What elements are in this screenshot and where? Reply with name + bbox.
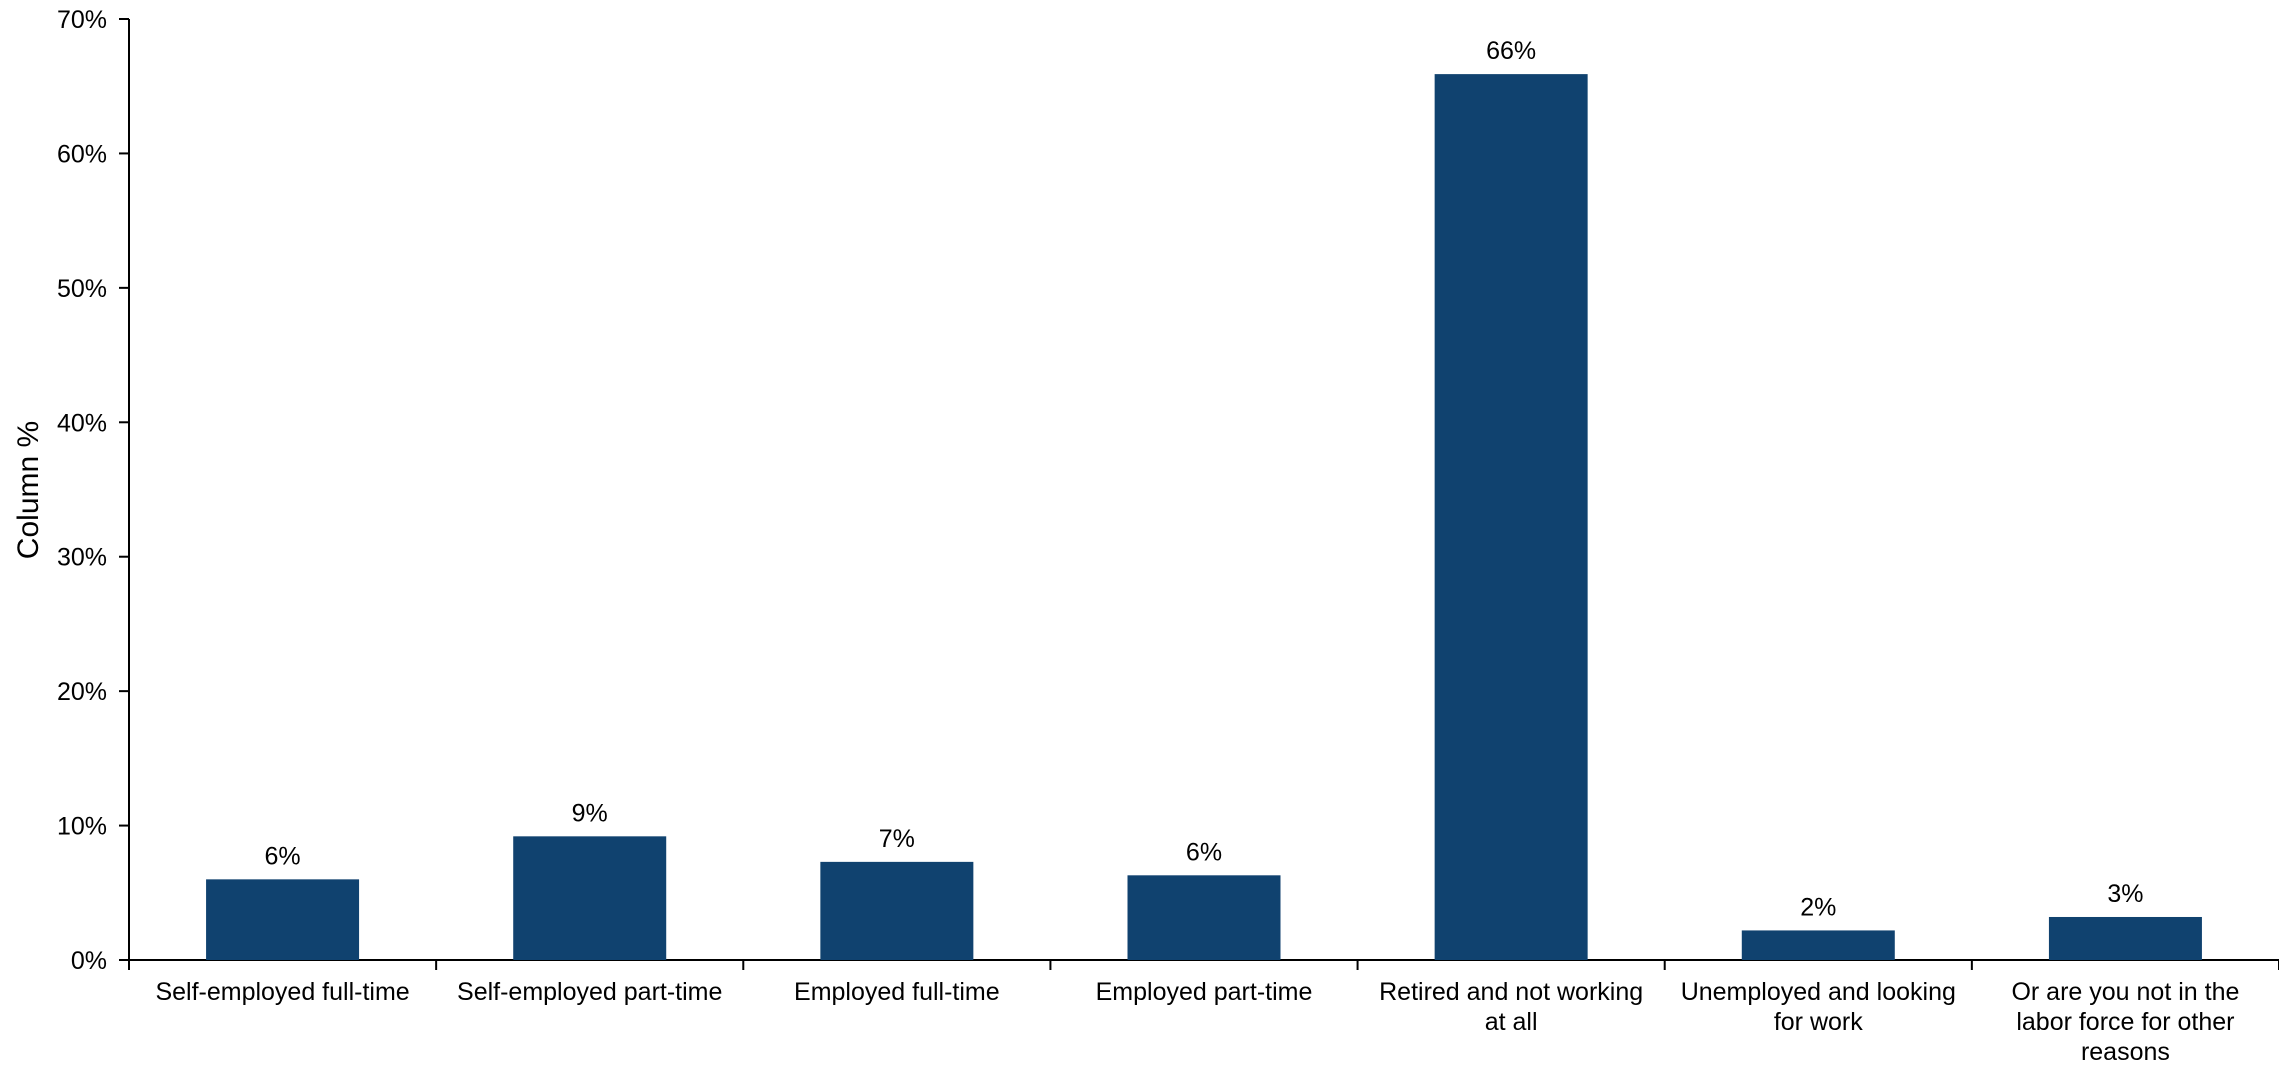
- bar: [1741, 930, 1895, 960]
- y-axis-title: Column %: [12, 421, 45, 559]
- y-tick-label: 50%: [57, 275, 107, 303]
- data-label: 9%: [572, 799, 608, 827]
- chart-axes: [128, 19, 2279, 970]
- data-label: 6%: [265, 842, 301, 870]
- y-tick-label: 30%: [57, 544, 107, 572]
- bar: [1434, 74, 1588, 960]
- y-axis-ticks: 0% 10% 20% 30% 40% 50% 60% 70%: [57, 6, 129, 975]
- data-label: 6%: [1186, 838, 1222, 866]
- category-label: Retired and not working at all: [1379, 978, 1643, 1036]
- y-tick-label: 10%: [57, 813, 107, 841]
- bar: [820, 861, 974, 960]
- y-tick-label: 60%: [57, 140, 107, 168]
- category-label: Unemployed and looking for work: [1681, 978, 1956, 1036]
- bar: [513, 836, 667, 960]
- bar: [206, 879, 360, 960]
- data-labels: 6% 9% 7% 6% 66% 2% 3%: [265, 37, 2144, 921]
- category-label: Or are you not in the labor force for oth…: [2011, 978, 2239, 1066]
- bar: [2048, 916, 2202, 960]
- data-label: 66%: [1486, 37, 1536, 65]
- data-label: 3%: [2107, 880, 2143, 908]
- category-label: Employed part-time: [1096, 978, 1313, 1006]
- bars: [206, 74, 2202, 960]
- category-labels: Self-employed full-time Self-employed par…: [155, 978, 2239, 1066]
- category-label: Employed full-time: [794, 978, 1000, 1006]
- y-tick-label: 70%: [57, 6, 107, 34]
- data-label: 7%: [879, 825, 915, 853]
- bar: [1127, 875, 1281, 960]
- data-label: 2%: [1800, 893, 1836, 921]
- y-tick-label: 0%: [71, 947, 107, 975]
- category-label: Self-employed part-time: [457, 978, 722, 1006]
- y-tick-label: 20%: [57, 678, 107, 706]
- category-label: Self-employed full-time: [155, 978, 409, 1006]
- y-tick-label: 40%: [57, 409, 107, 437]
